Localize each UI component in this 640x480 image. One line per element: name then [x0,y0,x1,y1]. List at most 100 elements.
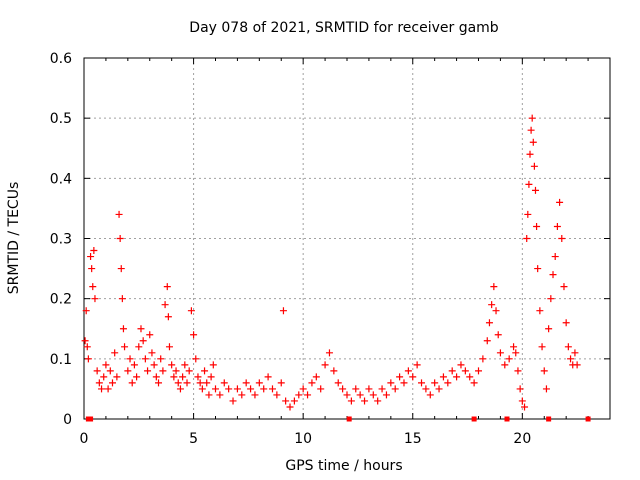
data-point [369,391,377,399]
y-tick-label: 0 [63,412,72,428]
data-point [409,373,417,381]
data-point [135,343,143,351]
data-point [100,373,108,381]
data-point [126,355,134,363]
y-tick-label: 0.6 [50,51,72,67]
data-point [251,391,259,399]
data-point [573,361,581,369]
data-point [466,373,474,381]
data-point [518,397,526,405]
y-axis-title: SRMTID / TECUs [6,182,22,295]
data-point [542,385,550,393]
data-point [155,379,163,387]
data-point [295,391,303,399]
data-point [510,343,518,351]
data-point [378,385,386,393]
data-point [225,385,233,393]
data-point [343,391,351,399]
data-point [400,379,408,387]
data-point [198,385,206,393]
axis-marker [504,416,510,422]
data-point [194,373,202,381]
x-tick-label: 20 [513,431,531,447]
data-point [527,126,535,134]
data-point [418,379,426,387]
data-point [95,379,103,387]
data-point [203,379,211,387]
data-point [530,162,538,170]
data-point [365,385,373,393]
data-point [413,361,421,369]
data-point [536,307,544,315]
data-point [150,361,158,369]
data-point [119,325,127,333]
data-point [268,385,276,393]
data-point [286,403,294,411]
data-point [374,397,382,405]
axis-ticks: 0 0.1 0.2 0.3 0.4 0.5 0.6 0 5 10 15 20 [50,51,610,447]
data-point [501,361,509,369]
data-point [426,391,434,399]
data-point [118,295,126,303]
data-point [165,343,173,351]
data-point [216,391,224,399]
data-point [82,307,90,315]
data-point [540,367,548,375]
data-point [137,325,145,333]
data-point [391,385,399,393]
data-point [174,379,182,387]
data-point [317,385,325,393]
data-point [457,361,465,369]
data-point [209,361,217,369]
data-point [90,247,98,255]
data-point [279,307,287,315]
data-point [170,373,178,381]
data-point [152,373,160,381]
data-point [133,373,141,381]
data-point [479,355,487,363]
data-point [525,180,533,188]
data-point [453,373,461,381]
chart-title: Day 078 of 2021, SRMTID for receiver gam… [189,20,499,36]
data-point [205,391,213,399]
data-point [238,391,246,399]
data-point [524,210,532,218]
data-point [422,385,430,393]
data-point [117,265,125,273]
data-point [571,349,579,357]
data-point [98,385,106,393]
data-point [521,403,529,411]
data-point [190,331,198,339]
data-point [247,385,255,393]
axis-marker [585,416,591,422]
data-point [505,355,513,363]
data-point [81,337,89,345]
data-point [528,114,536,122]
data-point [220,379,228,387]
data-point [115,210,123,218]
data-point [404,367,412,375]
data-point [312,373,320,381]
data-point [538,343,546,351]
data-point [161,301,169,309]
data-point [87,253,95,261]
data-point [556,198,564,206]
data-point [108,379,116,387]
y-tick-label: 0.3 [50,232,72,248]
data-point [475,367,482,375]
data-point [183,379,191,387]
data-point [470,379,478,387]
data-point [290,397,298,405]
y-tick-label: 0.2 [50,292,72,308]
data-point [128,379,136,387]
data-point [496,349,504,357]
data-point [104,385,112,393]
data-point [490,283,498,291]
data-point [130,361,138,369]
data-point [514,367,522,375]
data-point [334,379,342,387]
data-point [308,379,316,387]
data-point [113,373,121,381]
data-point [347,397,355,405]
